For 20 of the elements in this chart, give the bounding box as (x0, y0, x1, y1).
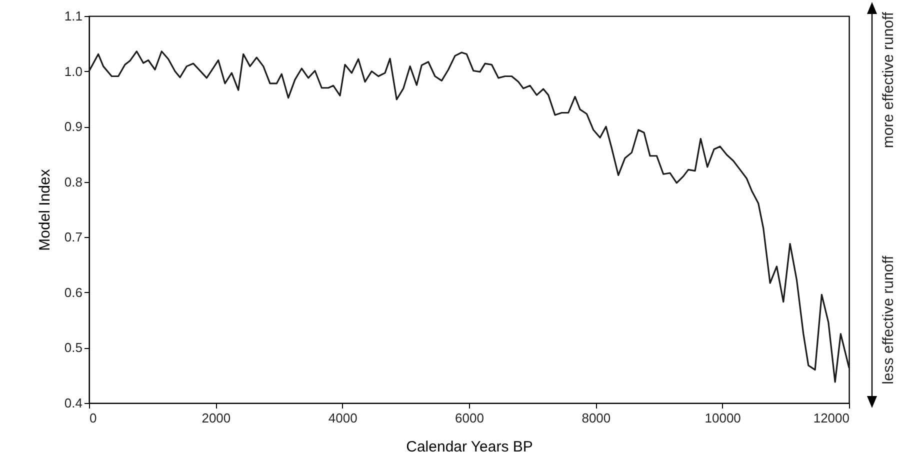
x-tick-label: 12000 (813, 410, 850, 426)
y-tick-label: 0.4 (64, 396, 82, 410)
x-tick-label: 10000 (704, 410, 741, 426)
y-tick-label: 0.7 (64, 230, 82, 245)
y-tick-label: 0.6 (64, 284, 82, 300)
y-tick-label: 0.8 (64, 174, 82, 190)
text: less effective runoff (880, 254, 897, 384)
y-tick-label: 0.5 (64, 340, 82, 356)
y-tick-label: 0.9 (64, 119, 82, 134)
x-axis-title: Calendar Years BP (406, 438, 533, 456)
text: more effective runoff (880, 11, 897, 148)
x-tick-label: 6000 (455, 410, 484, 426)
line-series (88, 50, 850, 383)
x-tick-label: 4000 (328, 410, 358, 426)
y-tick-label: 1.0 (64, 64, 82, 79)
y-axis-title: Model Index (36, 168, 54, 251)
y-tick-label: 1.1 (64, 8, 82, 24)
x-tick-label: 8000 (582, 410, 611, 426)
x-tick-label: 0 (90, 410, 97, 426)
x-tick-label: 2000 (202, 410, 231, 426)
